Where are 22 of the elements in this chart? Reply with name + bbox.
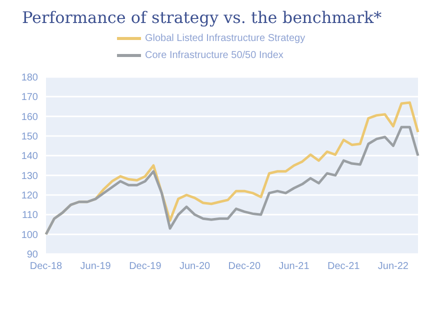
x-tick-label: Jun-22 (378, 261, 409, 272)
x-tick-label: Dec-18 (30, 261, 63, 272)
x-tick-label: Dec-19 (129, 261, 162, 272)
y-tick-label: 130 (21, 170, 38, 182)
y-tick-label: 100 (21, 230, 38, 241)
y-tick-label: 110 (22, 210, 38, 222)
x-tick-label: Jun-21 (278, 261, 310, 272)
x-tick-label: Dec-20 (228, 261, 261, 272)
y-tick-label: 120 (21, 190, 38, 202)
legend-label: Global Listed Infrastructure Strategy (145, 33, 306, 44)
y-tick-label: 170 (21, 92, 38, 104)
x-tick-label: Dec-21 (327, 261, 360, 272)
x-tick-label: Jun-19 (80, 261, 112, 272)
x-tick-label: Jun-20 (180, 261, 211, 272)
legend-label: Core Infrastructure 50/50 Index (145, 50, 284, 61)
y-tick-label: 90 (26, 250, 38, 261)
chart-title: Performance of strategy vs. the benchmark* (22, 8, 383, 27)
line-series (44, 126, 420, 236)
y-tick-label: 160 (21, 112, 38, 123)
y-tick-label: 140 (21, 151, 38, 162)
y-tick-label: 180 (21, 72, 38, 84)
y-tick-label: 150 (21, 132, 38, 143)
